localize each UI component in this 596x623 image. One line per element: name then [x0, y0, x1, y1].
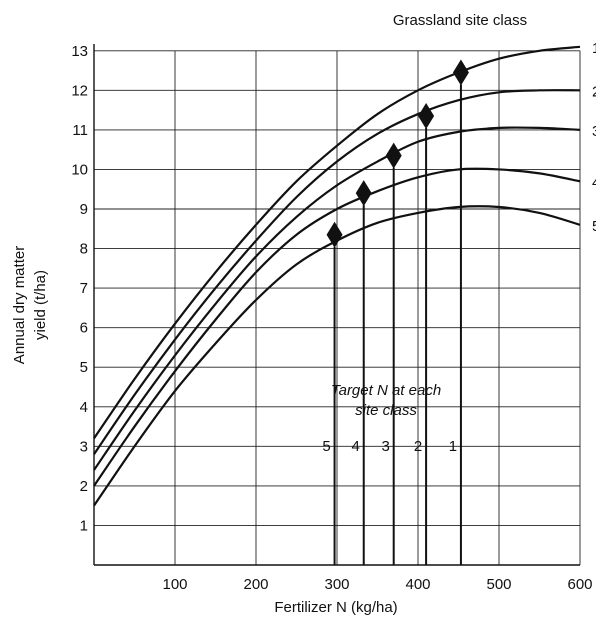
target-marker-4 [355, 180, 372, 207]
x-axis-label: Fertilizer N (kg/ha) [274, 599, 397, 616]
axes [93, 44, 580, 566]
y-tick-label: 9 [80, 201, 88, 218]
y-tick-label: 4 [80, 399, 88, 416]
series-line-2 [93, 89, 581, 455]
y-axis-label-line-1: Annual dry matter [11, 246, 28, 364]
y-tick-label: 13 [71, 43, 88, 60]
target-drop-lines [333, 84, 462, 565]
target-markers [326, 59, 469, 248]
target-line-label-1: 1 [449, 438, 457, 455]
target-line-label-3: 3 [382, 438, 390, 455]
y-tick-label: 5 [80, 359, 88, 376]
y-tick-label: 12 [71, 82, 88, 99]
gridlines [94, 50, 581, 565]
series-labels: 1 1 2 2 3 3 4 4 5 5 [322, 40, 596, 455]
y-tick-label: 3 [80, 438, 88, 455]
legend-title: Grassland site class [393, 12, 527, 29]
target-marker-3 [385, 142, 402, 169]
y-tick-label: 6 [80, 320, 88, 337]
y-axis-label-line-2: yield (t/ha) [32, 270, 49, 340]
series-label-4: 4 [592, 174, 596, 191]
target-line-label-4: 4 [352, 438, 360, 455]
x-tick-label: 500 [486, 576, 511, 593]
x-tick-label: 400 [405, 576, 430, 593]
x-tick-label: 100 [162, 576, 187, 593]
x-tick-label: 600 [567, 576, 592, 593]
y-tick-label: 11 [72, 122, 88, 139]
target-line-label-5: 5 [322, 438, 330, 455]
series-label-5: 5 [592, 218, 596, 235]
x-tick-label: 300 [324, 576, 349, 593]
y-axis-label: Annual dry matter yield (t/ha) [11, 246, 49, 364]
series-line-4 [93, 167, 581, 487]
series-line-3 [93, 126, 581, 471]
target-line-label-2: 2 [414, 438, 422, 455]
y-tick-label: 7 [80, 280, 88, 297]
series-label-3: 3 [592, 123, 596, 140]
y-tick-label: 10 [71, 161, 88, 178]
series-line-1 [93, 45, 581, 440]
y-tick-label: 8 [80, 241, 88, 258]
target-marker-1 [452, 59, 469, 86]
target-marker-2 [418, 103, 435, 130]
series-label-2: 2 [592, 83, 596, 100]
target-marker-5 [326, 221, 343, 248]
x-tick-label: 200 [243, 576, 268, 593]
annotation-line-2: site class [355, 402, 417, 419]
annotation-line-1: Target N at each [331, 382, 441, 399]
series-label-1: 1 [592, 40, 596, 57]
y-tick-label: 2 [80, 478, 88, 495]
y-tick-label: 1 [80, 517, 88, 534]
